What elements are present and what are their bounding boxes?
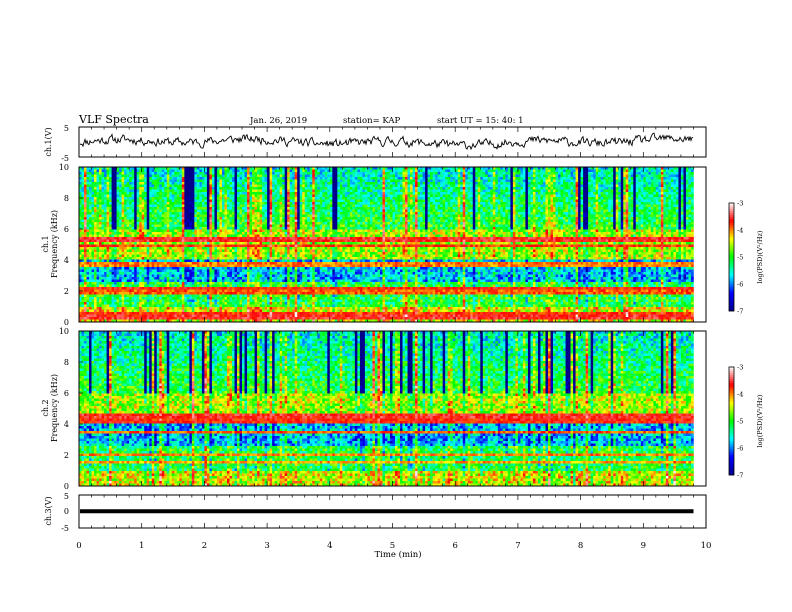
ch3-ytick-bottom: -5: [61, 524, 69, 533]
ch2-colorbar: -3 -4 -5 -6 -7 log(PSD)(V²/Hz): [729, 364, 764, 480]
time-tick-label: 1: [139, 541, 144, 551]
time-tick-label: 2: [202, 541, 207, 551]
ch2-colorbar-ticks: -3 -4 -5 -6 -7: [737, 364, 743, 480]
ch1-channel-label: ch.1: [41, 235, 50, 252]
date-label: Jan. 26, 2019: [249, 116, 307, 126]
freq-tick-label: 4: [64, 420, 69, 429]
ch1-ytick-top: 5: [64, 124, 69, 133]
ch1-waveform-line: [80, 133, 693, 149]
ch2-spectrogram-image: [79, 331, 694, 486]
ch1-frequency-label: Frequency (kHz): [50, 210, 59, 278]
time-axis-label: Time (min): [374, 549, 421, 560]
colorbar-tick-label: -3: [737, 364, 743, 372]
colorbar-tick-label: -7: [737, 308, 743, 316]
freq-tick-label: 10: [59, 163, 69, 172]
freq-tick-label: 6: [64, 225, 69, 234]
colorbar-tick-label: -5: [737, 254, 743, 262]
colorbar-tick-label: -4: [737, 227, 743, 235]
colorbar-tick-label: -4: [737, 391, 743, 399]
ch2-colorbar-gradient: [729, 367, 734, 475]
colorbar-tick-label: -3: [737, 200, 743, 208]
freq-tick-label: 8: [64, 194, 69, 203]
time-tick-label: 8: [578, 541, 583, 551]
freq-tick-label: 2: [64, 287, 69, 296]
freq-tick-label: 8: [64, 358, 69, 367]
time-tick-label: 7: [515, 541, 520, 551]
ch3-ytick-top: 5: [64, 492, 69, 501]
ch2-spectrogram-panel: 0 2 4 6 8 10 ch.2 Frequency (kHz): [41, 327, 706, 491]
ch3-waveform-panel: 5 0 -5 ch.3(V): [44, 492, 706, 533]
ch1-colorbar-ticks: -3 -4 -5 -6 -7: [737, 200, 743, 316]
colorbar-tick-label: -6: [737, 445, 743, 453]
station-label: station= KAP: [343, 116, 401, 126]
ch2-frequency-label: Frequency (kHz): [50, 374, 59, 442]
ch1-waveform-panel: 5 -5 ch.1(V): [44, 124, 706, 163]
time-tick-label: 9: [641, 541, 646, 551]
time-tick-label: 3: [264, 541, 269, 551]
ch1-colorbar-gradient: [729, 203, 734, 311]
freq-tick-label: 6: [64, 389, 69, 398]
time-tick-label: 10: [701, 541, 712, 551]
freq-tick-label: 0: [64, 318, 69, 327]
ch1-colorbar-label: log(PSD)(V²/Hz): [756, 230, 764, 283]
ch1-waveform-ylabel: ch.1(V): [44, 127, 53, 156]
freq-tick-label: 2: [64, 451, 69, 460]
ch1-spectrogram-panel: 0 2 4 6 8 10 ch.1 Frequency (kHz): [41, 163, 706, 327]
ch2-channel-label: ch.2: [41, 399, 50, 416]
ch1-spectrogram-image: [79, 167, 694, 322]
freq-tick-label: 10: [59, 327, 69, 336]
ch1-colorbar: -3 -4 -5 -6 -7 log(PSD)(V²/Hz): [729, 200, 764, 316]
ch3-ytick-middle: 0: [64, 507, 69, 516]
ch1-ytick-bottom: -5: [61, 154, 69, 163]
ch3-waveform-ylabel: ch.3(V): [44, 496, 53, 525]
time-tick-label: 4: [327, 541, 332, 551]
colorbar-tick-label: -7: [737, 472, 743, 480]
start-time-label: start UT = 15: 40: 1: [437, 116, 524, 126]
time-tick-label: 6: [452, 541, 457, 551]
colorbar-tick-label: -5: [737, 418, 743, 426]
colorbar-tick-label: -6: [737, 281, 743, 289]
time-tick-label: 0: [76, 541, 81, 551]
freq-tick-label: 4: [64, 256, 69, 265]
ch2-colorbar-label: log(PSD)(V²/Hz): [756, 394, 764, 447]
figure-title: VLF Spectra: [78, 113, 149, 126]
freq-tick-label: 0: [64, 482, 69, 491]
